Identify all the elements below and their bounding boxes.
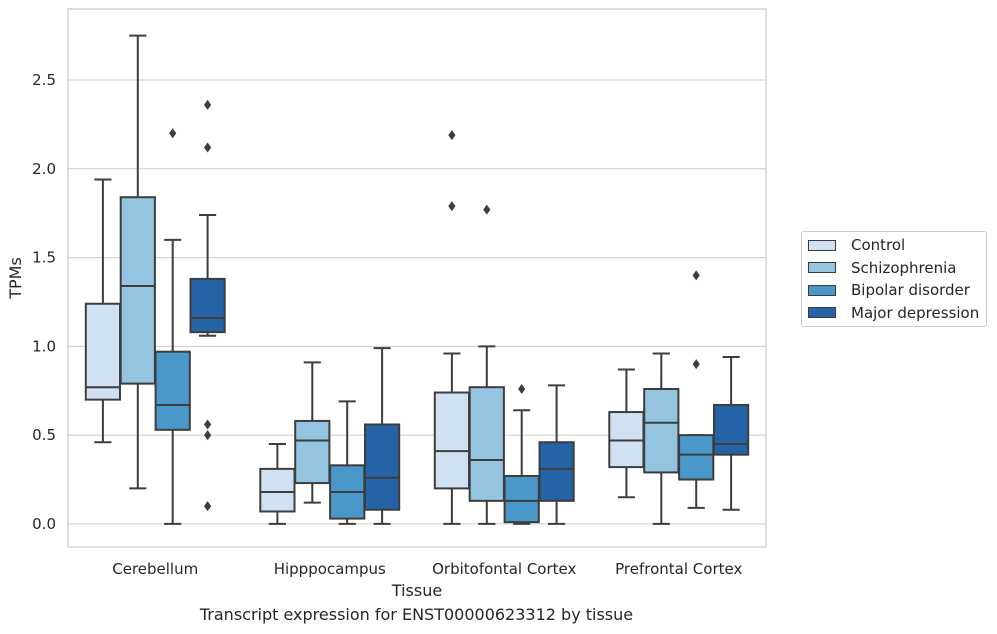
- outlier-point: [518, 383, 526, 394]
- outlier-point: [692, 359, 700, 370]
- legend-item: Bipolar disorder: [808, 280, 970, 300]
- box-1-3: [363, 347, 401, 525]
- box-0-0: [84, 178, 122, 444]
- box-iqr: [119, 196, 156, 385]
- legend-swatch: [808, 284, 836, 296]
- x-tick-label: Hipppocampus: [274, 560, 386, 578]
- y-tick-label: 2.5: [32, 71, 56, 89]
- box-0-1: [119, 34, 156, 490]
- box-2-1: [468, 204, 505, 525]
- box-2-2: [503, 383, 540, 525]
- y-tick-label: 2.0: [32, 160, 56, 178]
- box-iqr: [259, 467, 296, 513]
- box-3-2: [678, 270, 715, 509]
- plot-frame: [67, 8, 767, 548]
- legend-label: Control: [851, 236, 906, 254]
- y-axis-label: TPMs: [6, 257, 25, 300]
- legend-item: Major depression: [808, 303, 979, 323]
- box-iqr: [678, 434, 715, 481]
- figure-caption: Transcript expression for ENST0000062331…: [199, 605, 634, 624]
- legend-label: Bipolar disorder: [851, 281, 970, 299]
- outlier-point: [483, 204, 491, 215]
- box-iqr: [189, 277, 226, 334]
- outlier-point: [204, 430, 212, 441]
- outlier-point: [448, 201, 456, 212]
- box-iqr: [294, 419, 331, 485]
- legend-swatch: [808, 262, 836, 273]
- outlier-point: [204, 99, 212, 110]
- y-tick-label: 0.0: [32, 515, 56, 533]
- legend-swatch: [808, 307, 836, 318]
- box-iqr: [538, 441, 575, 502]
- box-1-1: [294, 361, 331, 504]
- box-iqr: [643, 387, 680, 474]
- box-1-0: [259, 443, 296, 525]
- legend-label: Major depression: [851, 303, 980, 322]
- x-axis-label: Tissue: [391, 581, 442, 600]
- outlier-point: [204, 419, 212, 430]
- box-0-3: [189, 99, 226, 512]
- box-1-2: [329, 400, 366, 525]
- outlier-point: [204, 142, 212, 153]
- box-iqr: [712, 403, 750, 456]
- x-tick-label: Orbitofontal Cortex: [432, 560, 576, 578]
- box-3-3: [712, 356, 750, 511]
- box-iqr: [154, 350, 191, 431]
- legend-label: Schizophrenia: [851, 258, 957, 277]
- outlier-point: [204, 501, 212, 512]
- legend: Control Schizophrenia Bipolar disorder Majo…: [801, 231, 987, 327]
- outlier-point: [169, 128, 177, 139]
- grid-lines: [68, 79, 766, 525]
- x-tick-label: Cerebellum: [112, 560, 198, 578]
- box-3-0: [608, 368, 645, 499]
- y-tick-label: 1.0: [32, 337, 56, 355]
- box-iqr: [468, 386, 505, 502]
- box-0-2: [154, 128, 191, 525]
- box-2-0: [433, 130, 471, 525]
- x-tick-label: Prefrontal Cortex: [615, 560, 742, 578]
- y-tick-labels: 0.0 0.5 1.0 1.5 2.0 2.5: [32, 71, 56, 533]
- legend-item: Control: [808, 235, 905, 255]
- box-3-1: [643, 352, 680, 525]
- box-series: [84, 34, 750, 525]
- box-iqr: [503, 474, 540, 524]
- outlier-point: [448, 130, 456, 141]
- x-tick-labels: Cerebellum Hipppocampus Orbitofontal Corte…: [112, 560, 742, 578]
- outlier-point: [692, 270, 700, 281]
- box-iqr: [84, 302, 122, 401]
- box-2-3: [538, 384, 575, 525]
- y-tick-label: 1.5: [32, 249, 56, 267]
- box-iqr: [363, 423, 401, 511]
- legend-swatch: [808, 239, 836, 251]
- y-tick-label: 0.5: [32, 426, 56, 444]
- box-iqr: [433, 391, 471, 490]
- legend-item: Schizophrenia: [808, 258, 956, 278]
